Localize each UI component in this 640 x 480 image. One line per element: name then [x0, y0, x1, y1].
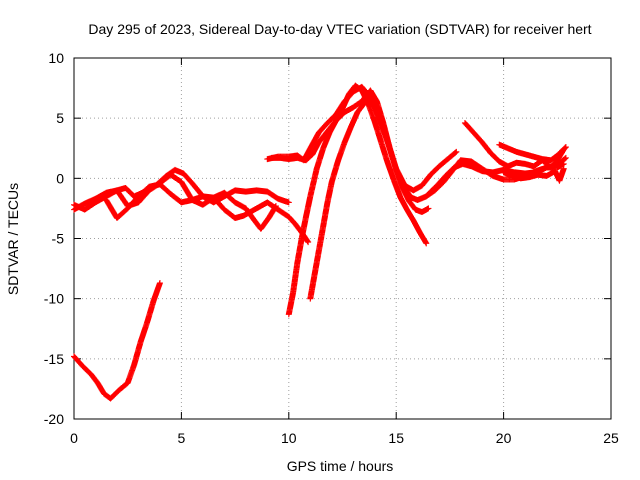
axis-ticks: 0 5 10 15 20 25 -20 -15 -10 -5 0 5 10 — [44, 50, 619, 446]
series-arc-l — [500, 165, 567, 184]
x-tick-label: 10 — [281, 430, 297, 446]
x-axis-label: GPS time / hours — [287, 458, 394, 474]
data-points — [103, 181, 312, 246]
data-points — [500, 165, 567, 184]
x-tick-label: 0 — [70, 430, 78, 446]
series-arc-d — [103, 181, 312, 246]
y-tick-label: -15 — [44, 351, 64, 367]
series-arc-k — [496, 141, 569, 164]
x-tick-label: 25 — [603, 430, 619, 446]
y-tick-label: -5 — [52, 231, 65, 247]
chart-title: Day 295 of 2023, Sidereal Day-to-day VTE… — [88, 21, 591, 37]
data-points — [71, 171, 279, 232]
x-tick-label: 20 — [496, 430, 512, 446]
x-tick-label: 15 — [388, 430, 404, 446]
y-tick-label: 10 — [48, 50, 64, 66]
data-points — [71, 280, 163, 402]
series-arc-h — [264, 83, 460, 194]
grid — [74, 58, 611, 419]
series-arc-c — [71, 171, 279, 232]
series-arc-j — [461, 119, 567, 171]
y-tick-label: 0 — [56, 170, 64, 186]
y-axis-label: SDTVAR / TECUs — [5, 183, 21, 295]
data-points — [496, 141, 569, 164]
data-layer — [71, 82, 569, 402]
data-points — [461, 119, 567, 171]
x-tick-label: 5 — [178, 430, 186, 446]
y-tick-label: -10 — [44, 291, 64, 307]
series-arc-a — [71, 280, 163, 402]
y-tick-label: -20 — [44, 411, 64, 427]
y-tick-label: 5 — [56, 110, 64, 126]
data-points — [264, 83, 460, 194]
